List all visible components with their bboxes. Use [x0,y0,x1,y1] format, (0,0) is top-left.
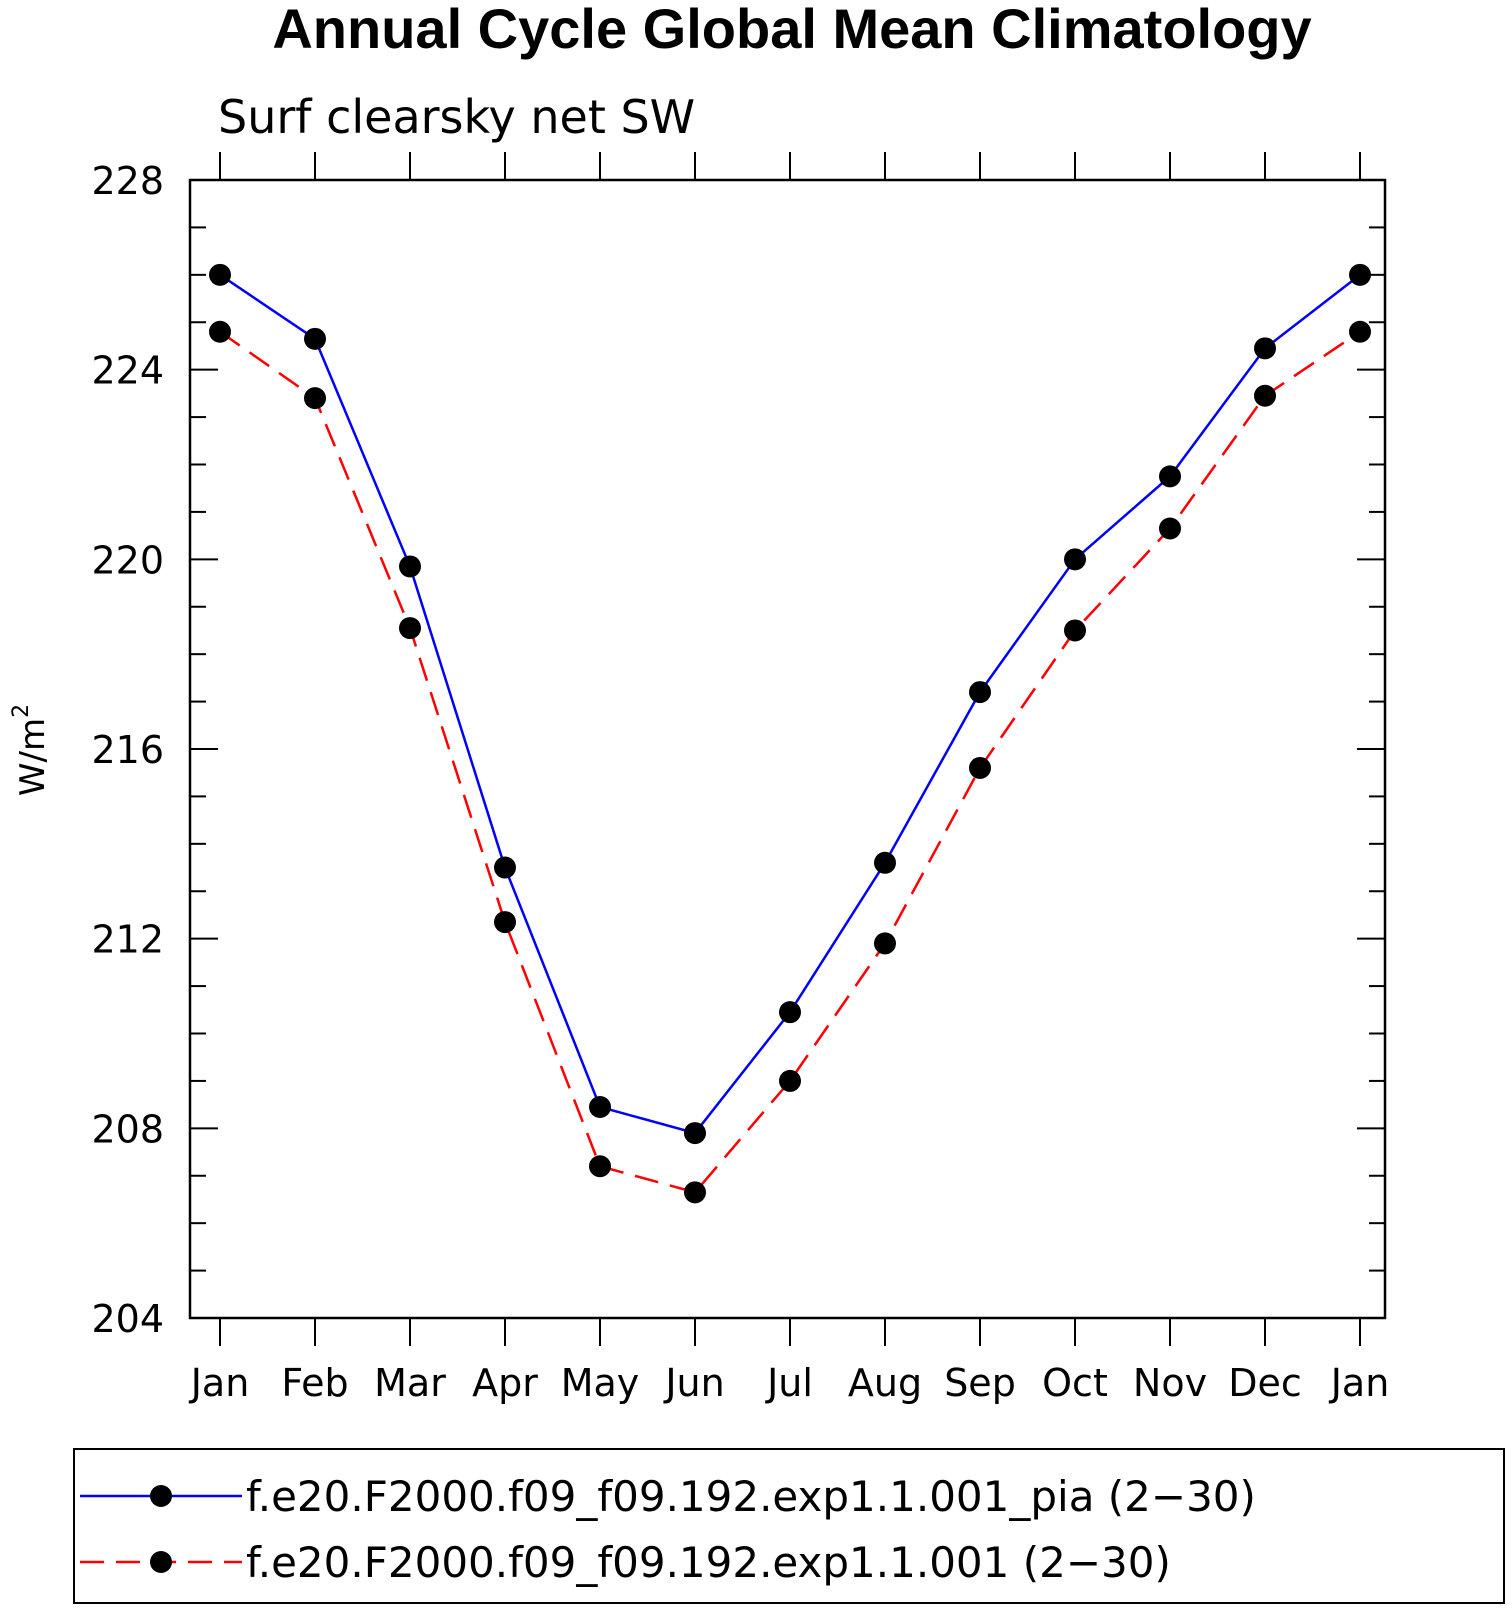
x-tick-label: Jan [189,1361,250,1405]
svg-text:W/m2: W/m2 [9,704,53,796]
y-tick-label: 224 [91,349,164,393]
series-layer [209,263,1371,1204]
x-tick-label: Nov [1133,1361,1207,1405]
data-point-series-2 [874,932,896,955]
x-tick-label: May [561,1361,640,1405]
data-point-series-1 [969,681,991,704]
chart-subtitle: Surf clearsky net SW [218,90,695,144]
legend-label-1: f.e20.F2000.f09_f09.192.exp1.1.001_pia (… [246,1472,1256,1521]
data-point-series-1 [1349,263,1371,286]
axes: 204 208 212 216 220 224 228 Jan Feb Mar Apr May Jun J… [91,152,1389,1405]
data-point-series-2 [969,756,991,779]
plot-frame [188,178,1387,1320]
y-axis-title-superscript: 2 [9,704,34,718]
data-point-series-2 [1159,517,1181,540]
data-point-series-2 [399,617,421,640]
data-point-series-2 [494,911,516,934]
x-tick-label: Jun [663,1361,724,1405]
data-point-series-1 [874,851,896,874]
data-point-series-2 [1349,320,1371,343]
data-point-series-2 [209,320,231,343]
x-tick-label: Dec [1228,1361,1302,1405]
data-point-series-1 [684,1122,706,1145]
data-point-series-1 [1159,465,1181,488]
data-point-series-1 [1254,337,1276,360]
data-point-series-2 [589,1155,611,1178]
y-tick-label: 216 [91,728,164,772]
data-point-series-1 [779,1001,801,1024]
x-tick-label: Feb [281,1361,348,1405]
data-point-series-1 [209,263,231,286]
x-tick-label: Apr [472,1361,538,1405]
data-point-series-1 [494,856,516,879]
x-tick-label: Sep [944,1361,1016,1405]
x-tick-label: Aug [848,1361,922,1405]
x-tick-label: Oct [1042,1361,1108,1405]
y-axis-title: W/m2 [9,704,53,796]
y-tick-label: 212 [91,918,164,962]
x-tick-label: Mar [374,1361,446,1405]
data-point-series-2 [1064,619,1086,642]
data-point-series-2 [1254,384,1276,407]
y-tick-label: 208 [91,1107,164,1151]
legend-marker-1 [150,1485,172,1507]
data-point-series-1 [1064,548,1086,571]
data-point-series-1 [399,555,421,578]
data-point-series-1 [304,327,326,350]
chart-title: Annual Cycle Global Mean Climatology [272,0,1311,60]
legend-marker-2 [150,1551,172,1573]
legend-box [73,1448,1505,1604]
data-point-series-2 [684,1181,706,1204]
data-point-series-1 [589,1095,611,1118]
y-tick-label: 204 [91,1297,164,1341]
legend-label-2: f.e20.F2000.f09_f09.192.exp1.1.001 (2−30… [246,1538,1171,1587]
series-line-2 [219,330,1361,1194]
legend: f.e20.F2000.f09_f09.192.exp1.1.001_pia (… [80,1472,1256,1587]
y-axis-title-text: W/m [13,718,53,796]
y-tick-label: 228 [91,159,164,203]
y-tick-label: 220 [91,538,164,582]
x-tick-label: Jul [765,1361,813,1405]
data-point-series-2 [304,387,326,410]
data-point-series-2 [779,1069,801,1092]
x-tick-label: Jan [1329,1361,1390,1405]
